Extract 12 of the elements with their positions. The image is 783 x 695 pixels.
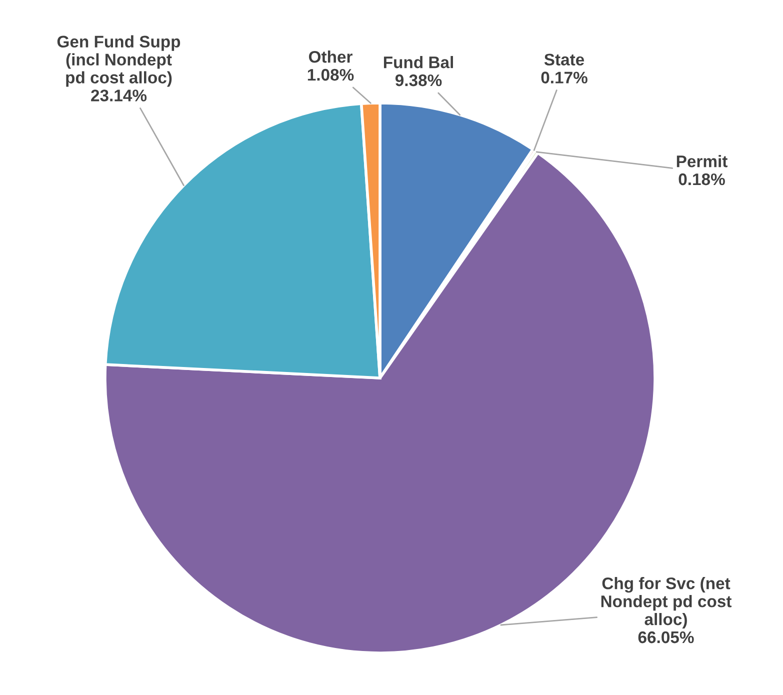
slice-label: Chg for Svc (net Nondept pd cost alloc) [601, 577, 732, 629]
data-label: 66.05% [638, 631, 694, 644]
data-label: 0.18% [678, 173, 725, 186]
data-label: 9.38% [395, 74, 442, 86]
slice-label: Gen Fund Supp (incl Nondept pd cost alloc) [57, 35, 180, 87]
slice-label: State [544, 54, 584, 66]
slice-label: Fund Bal [384, 56, 453, 68]
data-label: 0.17% [541, 72, 588, 84]
data-label: 1.08% [308, 68, 354, 81]
data-label: 23.14% [91, 90, 147, 102]
slice-label: Permit [676, 155, 728, 168]
slice-label: Other [308, 50, 352, 63]
